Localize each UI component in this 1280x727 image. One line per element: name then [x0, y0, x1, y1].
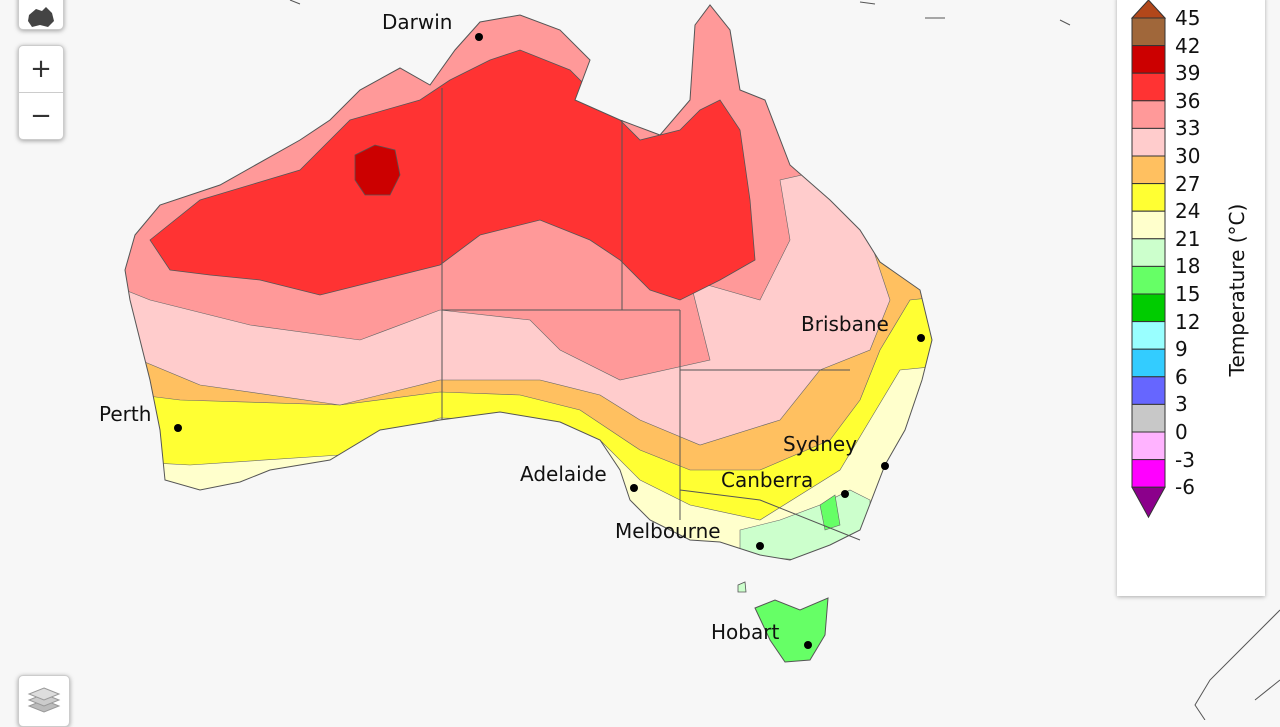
- city-adelaide: Adelaide: [520, 462, 607, 486]
- legend-tick: 27: [1175, 171, 1201, 196]
- legend-tick: 24: [1175, 199, 1201, 224]
- colorbar-swatch: [1131, 72, 1166, 102]
- colorbar-swatch: [1131, 45, 1166, 74]
- colorbar-swatch: [1131, 238, 1166, 267]
- city-sydney: Sydney: [783, 432, 858, 456]
- colorbar-swatch: [1131, 210, 1166, 240]
- city-brisbane: Brisbane: [801, 312, 889, 336]
- city-perth: Perth: [99, 402, 152, 426]
- colorbar-swatch: [1131, 431, 1166, 461]
- legend-tick: 3: [1175, 392, 1188, 417]
- legend-tick: 36: [1175, 88, 1201, 113]
- colorbar-swatch: [1131, 348, 1166, 378]
- legend-tick: 6: [1175, 364, 1188, 389]
- islands-north: [289, 0, 1071, 26]
- city-canberra: Canberra: [721, 468, 814, 492]
- legend-tick: 33: [1175, 116, 1201, 141]
- legend-tick: 45: [1175, 6, 1201, 30]
- legend-title: Temperature (°C): [1225, 203, 1249, 377]
- city-melbourne: Melbourne: [615, 519, 721, 543]
- colorbar-arrow-top: [1130, 0, 1167, 19]
- zoom-control: + −: [18, 45, 64, 140]
- layers-icon: [27, 687, 61, 713]
- legend-tick: 18: [1175, 254, 1201, 279]
- band-15-18: [819, 494, 841, 531]
- city-markers: [174, 33, 925, 649]
- zoom-in-button[interactable]: +: [30, 54, 52, 84]
- coastline: [124, 4, 933, 561]
- legend-tick: 0: [1175, 420, 1188, 444]
- colorbar-swatch: [1131, 100, 1166, 129]
- colorbar-swatch: [1131, 459, 1166, 488]
- colorbar-swatch: [1131, 127, 1166, 157]
- colorbar-swatch: [1131, 155, 1166, 185]
- legend-tick: 12: [1175, 309, 1201, 334]
- colorbar-swatch: [1131, 183, 1166, 212]
- colorbar-swatch: [1131, 376, 1166, 405]
- home-extent-button[interactable]: [18, 0, 64, 30]
- legend-tick: 21: [1175, 226, 1201, 251]
- legend-tick: 15: [1175, 282, 1201, 306]
- legend-tick: 39: [1175, 61, 1201, 86]
- city-hobart: Hobart: [711, 620, 780, 644]
- legend-tick: 30: [1175, 144, 1201, 168]
- colorbar-swatch: [1131, 265, 1166, 295]
- australia-icon: [28, 7, 54, 27]
- legend-tick: -6: [1175, 475, 1195, 500]
- australia-landmass: [125, 5, 932, 560]
- colorbar-swatch: [1131, 17, 1166, 47]
- state-borders: [441, 88, 861, 541]
- legend-tick: 9: [1175, 337, 1188, 362]
- colorbar-swatch: [1131, 293, 1166, 323]
- colorbar-arrow-bottom: [1131, 486, 1166, 519]
- layers-button[interactable]: [18, 675, 70, 727]
- new-zealand: [1194, 609, 1280, 720]
- zoom-out-button[interactable]: −: [19, 92, 63, 139]
- colorbar-swatch: [1131, 403, 1166, 433]
- legend-tick: 42: [1175, 33, 1201, 58]
- island: [737, 581, 747, 593]
- colorbar-swatch: [1131, 321, 1166, 350]
- city-darwin: Darwin: [382, 10, 453, 34]
- colorbar: [1130, 0, 1167, 519]
- legend-tick: -3: [1175, 447, 1195, 472]
- band-39-42: [354, 144, 401, 196]
